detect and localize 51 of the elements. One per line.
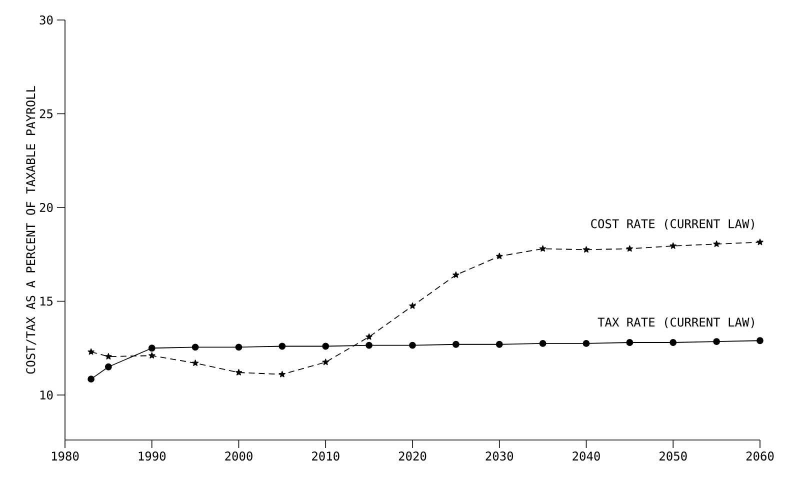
x-tick-label: 2030 xyxy=(486,452,514,461)
x-tick-label: 2040 xyxy=(572,452,600,461)
point xyxy=(192,344,199,351)
y-tick-label: 25 xyxy=(40,109,52,118)
point xyxy=(278,342,286,350)
point xyxy=(626,339,634,346)
point xyxy=(409,342,416,349)
point xyxy=(235,344,242,351)
series-label: COST RATE (CURRENT LAW) xyxy=(591,218,754,230)
x-tick-label: 2000 xyxy=(225,452,252,461)
point xyxy=(540,245,546,252)
point xyxy=(104,363,112,370)
point xyxy=(582,246,590,253)
y-tick-label: 20 xyxy=(40,202,53,212)
point xyxy=(366,342,373,349)
point xyxy=(409,302,416,309)
point xyxy=(105,353,112,360)
point xyxy=(322,358,329,366)
point xyxy=(756,337,764,344)
x-tick-label: 2060 xyxy=(746,452,774,461)
x-tick-label: 2010 xyxy=(312,452,340,461)
point xyxy=(452,272,460,278)
point xyxy=(322,342,330,350)
point xyxy=(670,242,676,249)
point xyxy=(192,360,199,366)
point xyxy=(496,252,503,260)
point xyxy=(582,340,590,347)
y-tick-label: 15 xyxy=(40,296,52,306)
x-tick-label: 1980 xyxy=(52,452,79,461)
point xyxy=(88,376,95,383)
series-label: TAX RATE (CURRENT LAW) xyxy=(598,317,754,328)
point xyxy=(539,340,546,347)
y-tick-label: 30 xyxy=(40,15,53,25)
point xyxy=(148,352,156,358)
point xyxy=(148,344,156,352)
point xyxy=(366,333,372,340)
x-tick-label: 1990 xyxy=(138,452,166,461)
y-tick-label: 10 xyxy=(40,390,53,400)
point xyxy=(278,370,286,378)
x-tick-label: 2020 xyxy=(398,452,426,461)
point xyxy=(626,245,633,252)
point xyxy=(756,238,764,246)
point xyxy=(88,348,94,355)
point xyxy=(713,338,720,346)
point xyxy=(713,240,720,247)
point xyxy=(670,339,677,346)
point xyxy=(496,340,503,348)
point xyxy=(235,369,242,376)
point xyxy=(452,340,460,348)
y-axis-title: COST/TAX AS A PERCENT OF TAXABLE PAYROLL xyxy=(26,86,36,374)
x-tick-label: 2050 xyxy=(660,452,687,461)
